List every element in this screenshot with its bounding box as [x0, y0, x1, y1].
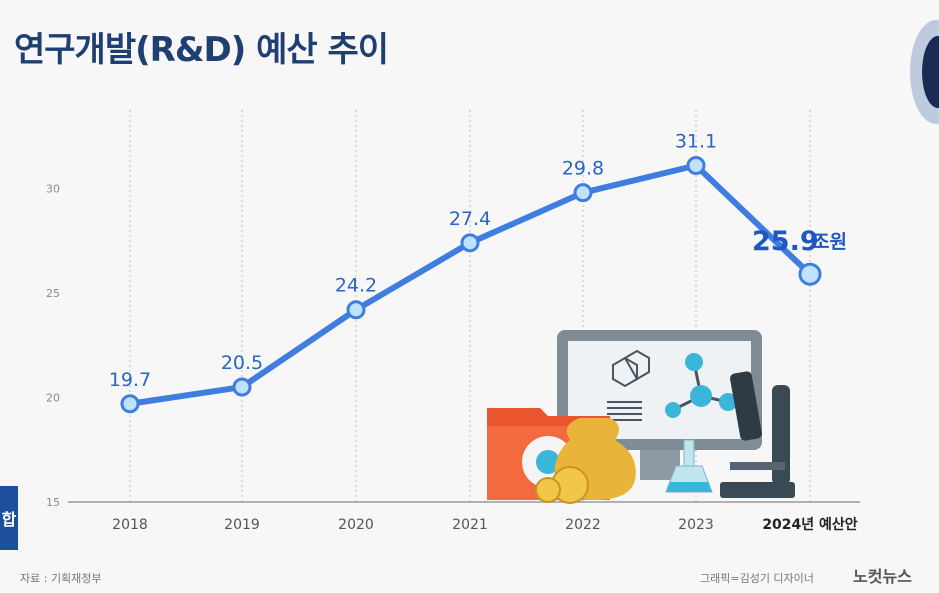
- graphic-credit: 그래픽=김성기 디자이너: [700, 572, 814, 585]
- x-tick-label: 2022: [565, 517, 601, 533]
- x-tick-label: 2023: [678, 517, 714, 533]
- chart-title: 연구개발(R&D) 예산 추이: [14, 30, 389, 70]
- source-note: 자료 : 기획재정부: [20, 572, 102, 585]
- x-tick-label: 2018: [112, 517, 148, 533]
- left-edge-badge: 합: [0, 486, 18, 550]
- data-point: [573, 183, 593, 203]
- data-point: [798, 262, 822, 286]
- x-tick-label: 2020: [338, 517, 374, 533]
- lab-illustration: [487, 330, 795, 504]
- data-label: 31.1: [675, 131, 717, 153]
- data-point: [460, 233, 480, 253]
- series-line: [120, 156, 822, 414]
- data-point: [346, 300, 366, 320]
- data-labels: 19.7 20.5 24.2 27.4 29.8 31.1 25.9조원: [109, 131, 847, 391]
- x-tick-label: 2024년 예산안: [762, 516, 857, 533]
- data-label: 27.4: [449, 208, 491, 230]
- data-label: 19.7: [109, 369, 151, 391]
- data-label: 24.2: [335, 275, 377, 297]
- data-point: [686, 156, 706, 176]
- data-label: 20.5: [221, 352, 263, 374]
- data-label-unit: 조원: [812, 231, 847, 253]
- atom-model-icon: [665, 353, 737, 418]
- data-point: [232, 377, 252, 397]
- y-tick-label: 30: [46, 183, 60, 196]
- corner-logo-icon: [910, 20, 939, 124]
- y-tick-label: 25: [46, 287, 60, 300]
- axes: 15 20 25 30 2018 2019 2020 2021 2022 2023 2024년 예산…: [46, 183, 860, 533]
- brand-logo: 노컷뉴스: [853, 567, 912, 586]
- x-tick-label: 2021: [452, 517, 488, 533]
- molecule-icon: [612, 349, 650, 388]
- money-bag-icon: [535, 418, 636, 504]
- x-tick-label: 2019: [224, 517, 260, 533]
- microscope-icon: [720, 371, 795, 498]
- y-tick-label: 15: [46, 496, 60, 509]
- flask-icon: [665, 439, 713, 493]
- y-tick-label: 20: [46, 392, 60, 405]
- data-label: 29.8: [562, 158, 604, 180]
- data-point: [120, 394, 140, 414]
- data-label-2024: 25.9: [752, 226, 819, 257]
